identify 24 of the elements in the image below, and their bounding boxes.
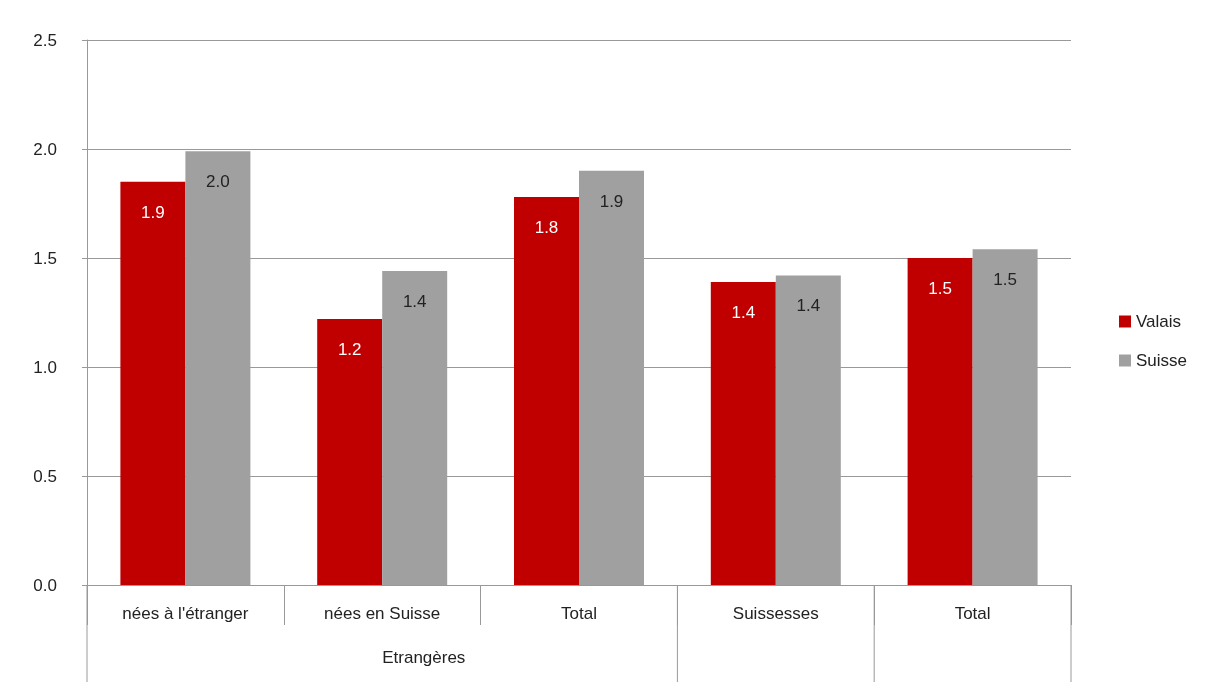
text: 1.0 bbox=[33, 357, 57, 377]
text: 2.5 bbox=[33, 30, 57, 50]
x-tick-label: Suissesses bbox=[732, 604, 819, 623]
data-label: 1.5 bbox=[993, 270, 1017, 290]
text: 0.5 bbox=[33, 466, 57, 486]
text: 1.5 bbox=[33, 248, 57, 268]
data-label: 1.9 bbox=[599, 191, 624, 211]
data-label: 1.4 bbox=[402, 292, 427, 312]
text: Etrangères bbox=[382, 648, 466, 667]
data-label: 1.8 bbox=[534, 217, 559, 237]
data-label: 2.0 bbox=[206, 172, 230, 192]
x-tick-label: nées en Suisse bbox=[324, 604, 441, 623]
legend-label: Suisse bbox=[1135, 351, 1188, 370]
x-tick-label: nées à l'étranger bbox=[122, 604, 249, 623]
text: 0.0 bbox=[33, 575, 57, 595]
data-label: 1.4 bbox=[731, 302, 756, 322]
data-label: 1.4 bbox=[796, 296, 821, 316]
text: 2.0 bbox=[33, 139, 57, 159]
x-tick-label: Total bbox=[954, 604, 991, 623]
x-tick-label: Total bbox=[561, 604, 597, 623]
data-label: 1.9 bbox=[141, 202, 165, 222]
legend-label: Valais bbox=[1135, 312, 1182, 331]
data-label: 1.2 bbox=[337, 340, 362, 360]
data-label: 1.5 bbox=[928, 279, 952, 298]
